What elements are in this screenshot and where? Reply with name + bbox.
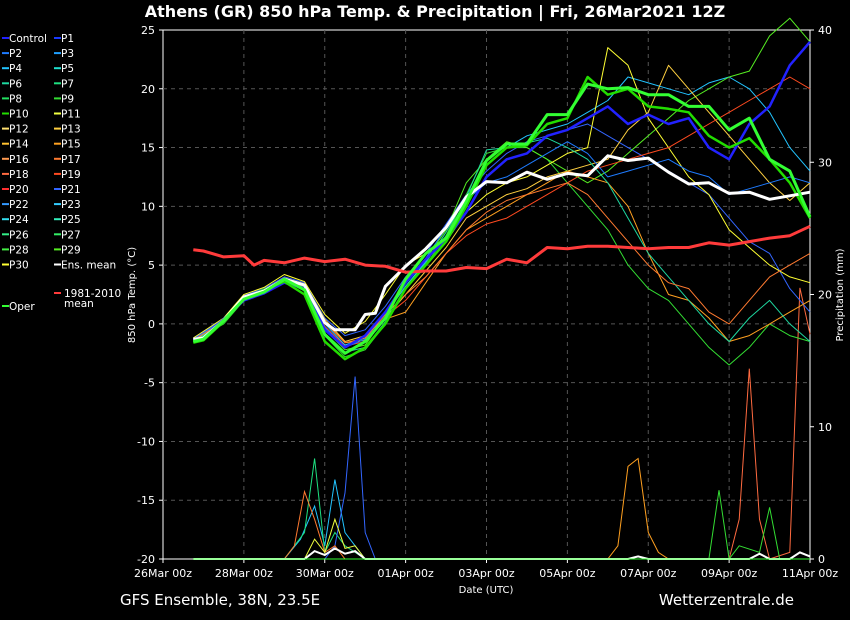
- x-tick-label: 30Mar 00z: [296, 567, 354, 580]
- precip-line-p18: [193, 287, 811, 560]
- legend-item: P8: [9, 93, 22, 105]
- legend-item: P18: [9, 169, 29, 181]
- x-tick-label: 28Mar 00z: [215, 567, 273, 580]
- temp-line-p10: [193, 75, 812, 361]
- y-tick-label: -5: [144, 377, 155, 390]
- footer-model-info: GFS Ensemble, 38N, 23.5E: [120, 591, 320, 609]
- y2-tick-label: 20: [818, 289, 832, 302]
- legend-item: P25: [61, 214, 81, 226]
- x-tick-label: 03Apr 00z: [458, 567, 515, 580]
- y-tick-label: -10: [137, 435, 155, 448]
- y-axis-left-ticks: 25 20 15 10 5 0 -5 -10 -15 -20: [137, 24, 163, 566]
- legend-item: P1: [61, 33, 74, 45]
- footer-source: Wetterzentrale.de: [659, 591, 794, 609]
- legend-item: P14: [9, 139, 29, 151]
- y2-tick-label: 10: [818, 421, 832, 434]
- legend-item: P15: [61, 139, 81, 151]
- x-tick-label: 26Mar 00z: [134, 567, 192, 580]
- legend-item: P30: [9, 260, 29, 272]
- legend-item: P5: [61, 63, 74, 75]
- legend-item: P23: [61, 199, 81, 211]
- legend-item: P17: [61, 154, 81, 166]
- legend-item: P27: [61, 229, 81, 241]
- legend: Control P1 P2 P3 P4 P5 P6 P7 P8 P9 P10 P11 P12 P13 P14…: [2, 33, 121, 313]
- legend-item: Ens. mean: [61, 260, 116, 272]
- y-axis-label: 850 hPa Temp. (°C): [127, 247, 138, 343]
- temp-line-oper: [192, 82, 812, 355]
- precip-line-p21: [193, 376, 810, 560]
- legend-item: Oper: [9, 301, 35, 313]
- temperature-series: [192, 17, 812, 366]
- legend-item: P13: [61, 124, 81, 136]
- precipitation-series: [193, 287, 811, 561]
- y2-tick-label: 40: [818, 24, 832, 37]
- y-tick-label: 15: [141, 142, 155, 155]
- legend-item: P19: [61, 169, 81, 181]
- chart-title: Athens (GR) 850 hPa Temp. & Precipitatio…: [145, 2, 725, 22]
- legend-item: P7: [61, 78, 74, 90]
- y-tick-label: 0: [148, 318, 155, 331]
- legend-item: P2: [9, 48, 22, 60]
- legend-item-cont: mean: [64, 298, 94, 310]
- legend-item: P29: [61, 244, 81, 256]
- precip-line-p15: [193, 457, 810, 560]
- legend-item: P11: [61, 109, 81, 121]
- precip-line-p17: [193, 489, 810, 560]
- legend-item: P4: [9, 63, 22, 75]
- x-axis-ticks: 26Mar 00z 28Mar 00z 30Mar 00z 01Apr 00z 03Ap…: [134, 559, 838, 580]
- x-tick-label: 01Apr 00z: [377, 567, 434, 580]
- y2-axis-label: Precipitation (mm): [835, 248, 846, 341]
- x-tick-label: 11Apr 00z: [782, 567, 839, 580]
- temp-line-1981-2010-mean: [193, 224, 811, 274]
- legend-item: Control: [9, 33, 47, 45]
- x-tick-label: 09Apr 00z: [701, 567, 758, 580]
- legend-item: P20: [9, 184, 29, 196]
- y-tick-label: 10: [141, 200, 155, 213]
- y2-tick-label: 30: [818, 156, 832, 169]
- x-tick-label: 07Apr 00z: [620, 567, 677, 580]
- legend-item: P24: [9, 214, 29, 226]
- y-tick-label: 5: [148, 259, 155, 272]
- temp-line-ens-mean: [193, 154, 811, 341]
- x-tick-label: 05Apr 00z: [539, 567, 596, 580]
- legend-item: P9: [61, 93, 74, 105]
- x-axis-label: Date (UTC): [459, 585, 514, 596]
- legend-item: P16: [9, 154, 29, 166]
- y-tick-label: 20: [141, 83, 155, 96]
- y-axis-right-ticks: 40 30 20 10 0: [810, 24, 832, 566]
- y-tick-label: 25: [141, 24, 155, 37]
- y-tick-label: -15: [137, 494, 155, 507]
- y2-tick-label: 0: [818, 553, 825, 566]
- legend-item: P21: [61, 184, 81, 196]
- legend-item: P22: [9, 199, 29, 211]
- legend-item: P10: [9, 109, 29, 121]
- precip-line-p11: [193, 517, 810, 560]
- legend-item: P28: [9, 244, 29, 256]
- legend-item: P6: [9, 78, 22, 90]
- legend-item: 1981-2010: [64, 288, 121, 300]
- legend-item: P3: [61, 48, 74, 60]
- legend-item: P26: [9, 229, 29, 241]
- legend-item: P12: [9, 124, 29, 136]
- y-tick-label: -20: [137, 553, 155, 566]
